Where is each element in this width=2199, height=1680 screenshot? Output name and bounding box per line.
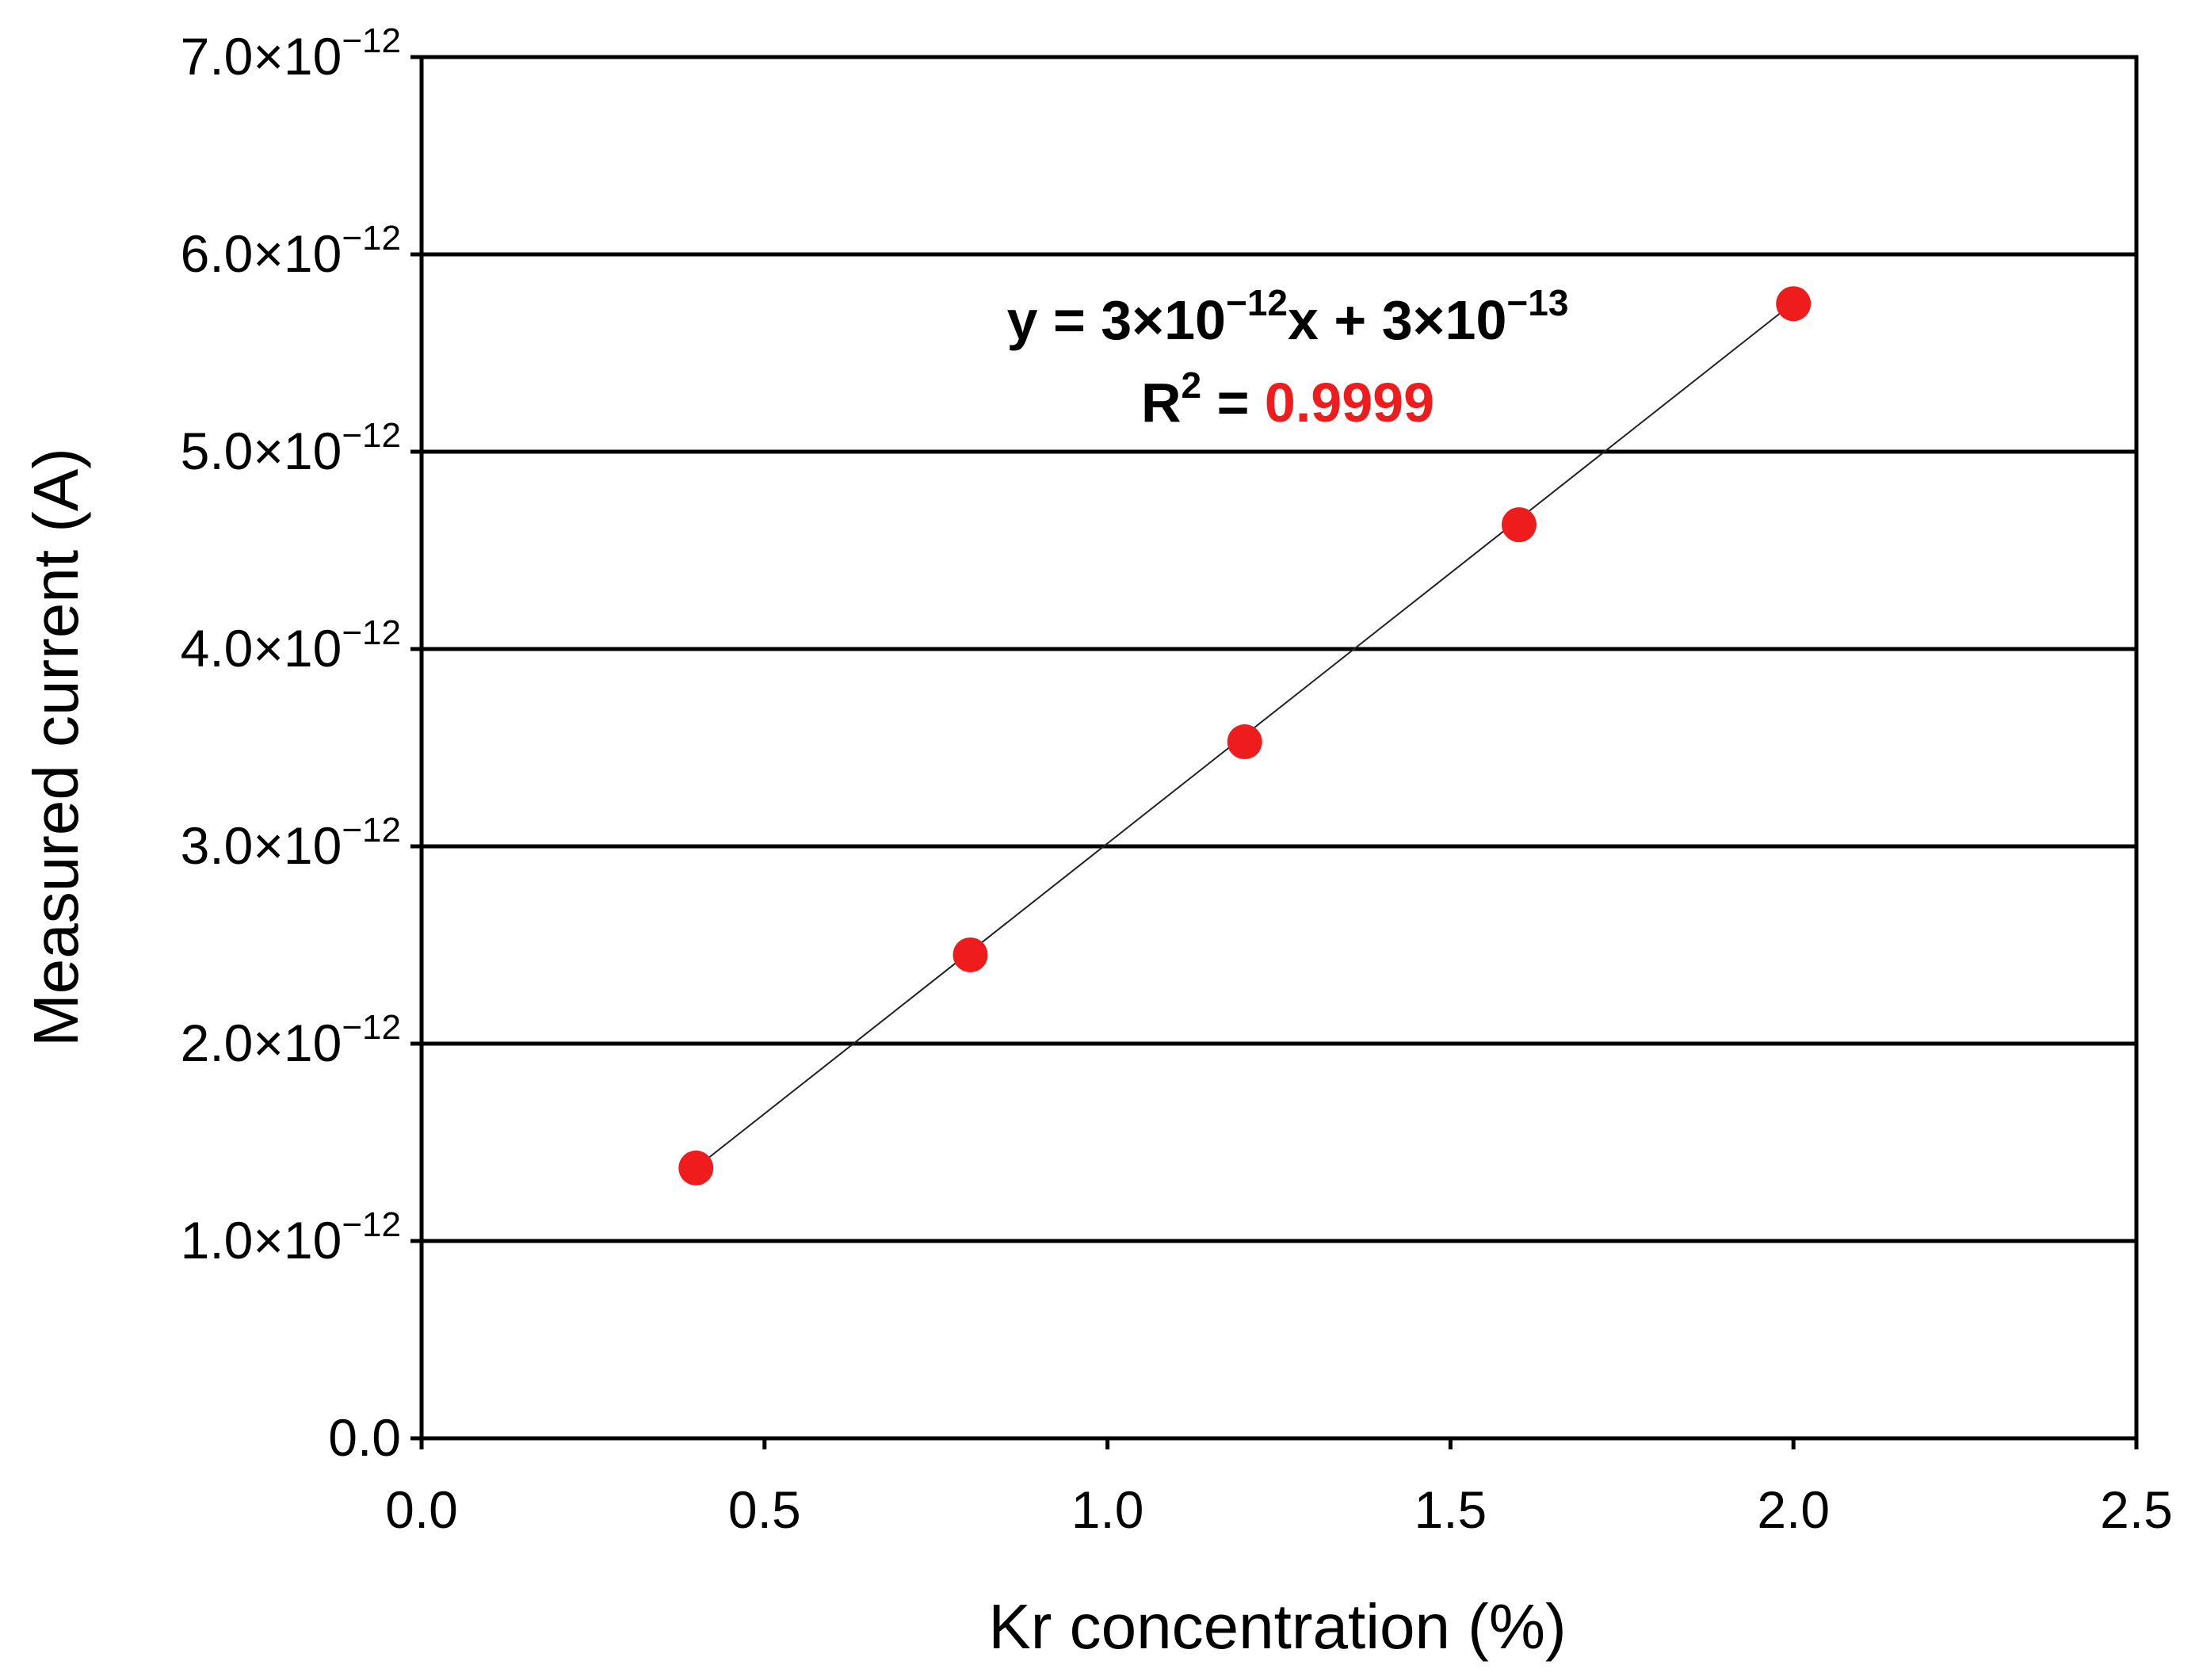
data-point: [1227, 724, 1262, 760]
y-axis-ticks: 0.01.0×10−122.0×10−123.0×10−124.0×10−125…: [181, 21, 422, 1467]
y-tick-exponent: −12: [342, 613, 401, 652]
fit-equation-exp1: −12: [1226, 282, 1288, 323]
y-tick-label: 2.0×10−12: [181, 1008, 401, 1072]
data-point: [1501, 507, 1537, 543]
x-tick-label: 1.5: [1414, 1480, 1487, 1539]
y-tick-exponent: −12: [342, 219, 401, 258]
y-tick-mantissa: 5.0×10: [181, 422, 342, 480]
y-tick-label: 3.0×10−12: [181, 811, 401, 875]
y-tick-mantissa: 3.0×10: [181, 816, 342, 875]
data-point: [678, 1150, 714, 1186]
r-squared-value: 0.9999: [1265, 372, 1434, 433]
plot-frame: [419, 55, 2139, 1441]
x-tick-label: 2.0: [1757, 1480, 1830, 1539]
x-axis-title: Kr concentration (%): [988, 1591, 1566, 1662]
y-tick-mantissa: 6.0×10: [181, 224, 342, 283]
y-tick-mantissa: 4.0×10: [181, 619, 342, 678]
y-axis-title: Measured current (A): [21, 448, 91, 1047]
y-tick-label: 4.0×10−12: [181, 613, 401, 678]
fit-equation-exp2: −13: [1506, 282, 1568, 323]
y-tick-mantissa: 7.0×10: [181, 27, 342, 86]
y-tick-mantissa: 0.0: [328, 1408, 401, 1467]
y-tick-exponent: −12: [342, 1008, 401, 1047]
x-tick-label: 0.5: [728, 1480, 801, 1539]
data-point: [953, 937, 988, 972]
y-tick-label: 1.0×10−12: [181, 1205, 401, 1270]
y-tick-exponent: −12: [342, 1205, 401, 1244]
r-squared-exp: 2: [1182, 365, 1202, 406]
grid-lines: [422, 252, 2136, 1243]
y-tick-mantissa: 2.0×10: [181, 1014, 342, 1072]
data-points: [678, 286, 1812, 1186]
fit-equation-part2: x + 3×10: [1288, 289, 1506, 351]
x-tick-label: 0.0: [385, 1480, 458, 1539]
fit-equation: y = 3×10−12x + 3×10−13: [1007, 282, 1569, 351]
y-tick-label: 7.0×10−12: [181, 21, 401, 86]
r-squared-label: R: [1141, 372, 1182, 433]
y-tick-exponent: −12: [342, 21, 401, 60]
data-point: [1776, 286, 1812, 322]
y-tick-label: 5.0×10−12: [181, 416, 401, 480]
x-tick-label: 1.0: [1071, 1480, 1144, 1539]
r-squared: R2 = 0.9999: [1141, 365, 1434, 433]
y-tick-label: 0.0: [328, 1408, 401, 1467]
y-tick-label: 6.0×10−12: [181, 219, 401, 283]
x-axis-ticks: 0.0 0.5 1.0 1.5 2.0 2.5: [385, 1438, 2173, 1539]
r-squared-eq: =: [1201, 372, 1265, 433]
y-tick-exponent: −12: [342, 416, 401, 455]
y-tick-exponent: −12: [342, 811, 401, 850]
fit-equation-part1: y = 3×10: [1007, 289, 1226, 351]
x-tick-label: 2.5: [2100, 1480, 2173, 1539]
y-tick-mantissa: 1.0×10: [181, 1211, 342, 1270]
